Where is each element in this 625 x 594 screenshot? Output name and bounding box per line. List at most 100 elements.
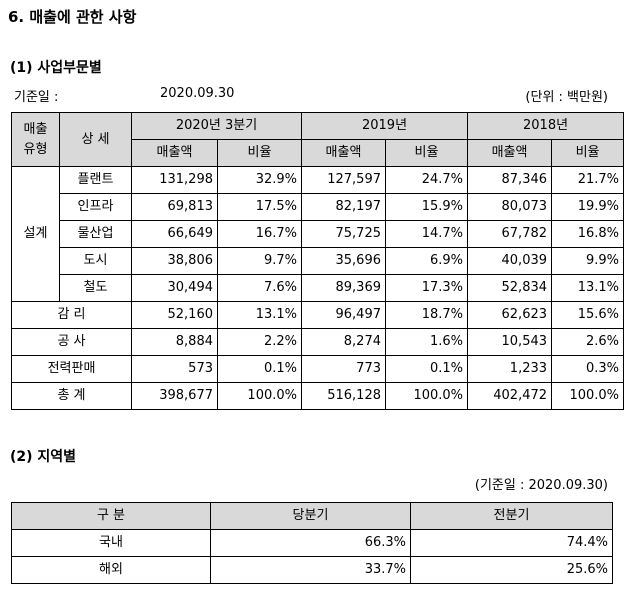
cell-value: 24.7% (384, 166, 469, 194)
header-category: 구 분 (11, 502, 211, 530)
table-row: 감 리 52,160 13.1% 96,497 18.7% 62,623 15.… (11, 301, 625, 329)
cell-value: 19.9% (551, 193, 625, 221)
design-rows: 설계 플랜트 131,298 32.9% 127,597 24.7% 87,34… (11, 166, 625, 302)
cell-value: 17.3% (384, 274, 469, 302)
cell-value: 89,369 (301, 274, 386, 302)
cell-value: 80,073 (467, 193, 553, 221)
cell-value: 35,696 (301, 247, 386, 275)
cell-value: 131,298 (131, 166, 218, 194)
header-period-2019: 2019년 (300, 112, 469, 140)
header-ratio: 비율 (384, 139, 469, 167)
row-name: 전력판매 (11, 355, 132, 383)
cell-value: 9.9% (551, 247, 625, 275)
cell-value: 66.3% (210, 529, 411, 557)
row-name: 국내 (11, 529, 211, 557)
row-name: 도시 (59, 247, 132, 275)
group-label-design: 설계 (11, 166, 60, 302)
region-base-date: (기준일 : 2020.09.30) (474, 478, 608, 493)
cell-value: 25.6% (410, 556, 613, 584)
cell-value: 52,160 (131, 301, 218, 329)
cell-value: 10,543 (467, 328, 553, 356)
cell-value: 69,813 (131, 193, 218, 221)
cell-value: 75,725 (301, 220, 386, 248)
table-row: 물산업 66,649 16.7% 75,725 14.7% 67,782 16.… (12, 220, 625, 248)
row-name: 총 계 (11, 382, 132, 410)
table-row: 전력판매 573 0.1% 773 0.1% 1,233 0.3% (11, 355, 625, 383)
row-name: 해외 (11, 556, 211, 584)
sub-heading-business-segment: (1) 사업부문별 (10, 60, 102, 76)
cell-value: 16.8% (551, 220, 625, 248)
row-name: 인프라 (59, 193, 132, 221)
table-row: 공 사 8,884 2.2% 8,274 1.6% 10,543 2.6% (11, 328, 625, 356)
cell-value: 13.1% (217, 301, 302, 329)
cell-value: 1,233 (467, 355, 553, 383)
header-previous-quarter: 전분기 (410, 502, 613, 530)
row-name: 철도 (59, 274, 132, 302)
cell-value: 66,649 (131, 220, 218, 248)
cell-value: 0.1% (384, 355, 469, 383)
cell-value: 74.4% (410, 529, 613, 557)
cell-value: 40,039 (467, 247, 553, 275)
cell-value: 516,128 (301, 382, 386, 410)
table-row: 국내 66.3% 74.4% (11, 529, 613, 557)
table-row: 철도 30,494 7.6% 89,369 17.3% 52,834 13.1% (12, 274, 625, 302)
header-ratio: 비율 (217, 139, 302, 167)
header-amount: 매출액 (301, 139, 386, 167)
cell-value: 38,806 (131, 247, 218, 275)
cell-value: 2.6% (551, 328, 625, 356)
cell-value: 2.2% (217, 328, 302, 356)
cell-value: 17.5% (217, 193, 302, 221)
cell-value: 402,472 (467, 382, 553, 410)
other-rows: 감 리 52,160 13.1% 96,497 18.7% 62,623 15.… (11, 301, 625, 410)
header-ratio: 비율 (551, 139, 625, 167)
cell-value: 52,834 (467, 274, 553, 302)
cell-value: 573 (131, 355, 218, 383)
cell-value: 82,197 (301, 193, 386, 221)
cell-value: 18.7% (384, 301, 469, 329)
cell-value: 33.7% (210, 556, 411, 584)
cell-value: 15.6% (551, 301, 625, 329)
header-period-2020q3: 2020년 3분기 (131, 112, 302, 140)
cell-value: 398,677 (131, 382, 218, 410)
cell-value: 7.6% (217, 274, 302, 302)
cell-value: 0.1% (217, 355, 302, 383)
unit-label: (단위 : 백만원) (525, 90, 608, 105)
header-amount: 매출액 (131, 139, 218, 167)
row-name: 공 사 (11, 328, 132, 356)
cell-value: 8,274 (301, 328, 386, 356)
cell-value: 87,346 (467, 166, 553, 194)
cell-value: 100.0% (384, 382, 469, 410)
table-row: 설계 플랜트 131,298 32.9% 127,597 24.7% 87,34… (11, 166, 625, 302)
table-row-total: 총 계 398,677 100.0% 516,128 100.0% 402,47… (11, 382, 625, 410)
header-current-quarter: 당분기 (210, 502, 411, 530)
header-sales-type: 매출 유형 (11, 112, 60, 167)
cell-value: 8,884 (131, 328, 218, 356)
table-row: 해외 33.7% 25.6% (11, 556, 613, 584)
cell-value: 773 (301, 355, 386, 383)
cell-value: 21.7% (551, 166, 625, 194)
header-amount: 매출액 (467, 139, 553, 167)
cell-value: 0.3% (551, 355, 625, 383)
header-detail: 상 세 (59, 112, 132, 167)
header-period-2018: 2018년 (467, 112, 625, 140)
cell-value: 6.9% (384, 247, 469, 275)
row-name: 물산업 (59, 220, 132, 248)
cell-value: 15.9% (384, 193, 469, 221)
segment-sales-table: 매출 유형 상 세 2020년 3분기 2019년 2018년 매출액 비율 매… (11, 112, 625, 410)
cell-value: 127,597 (301, 166, 386, 194)
cell-value: 9.7% (217, 247, 302, 275)
cell-value: 100.0% (217, 382, 302, 410)
table-row: 인프라 69,813 17.5% 82,197 15.9% 80,073 19.… (12, 193, 625, 221)
cell-value: 14.7% (384, 220, 469, 248)
row-name: 감 리 (11, 301, 132, 329)
cell-value: 30,494 (131, 274, 218, 302)
cell-value: 16.7% (217, 220, 302, 248)
base-date-label: 기준일 : (14, 90, 59, 105)
region-sales-table: 구 분 당분기 전분기 국내 66.3% 74.4% 해외 33.7% 25.6… (11, 502, 613, 584)
cell-value: 96,497 (301, 301, 386, 329)
cell-value: 62,623 (467, 301, 553, 329)
cell-value: 67,782 (467, 220, 553, 248)
table-row: 도시 38,806 9.7% 35,696 6.9% 40,039 9.9% (12, 247, 625, 275)
base-date-value: 2020.09.30 (160, 86, 235, 101)
cell-value: 32.9% (217, 166, 302, 194)
